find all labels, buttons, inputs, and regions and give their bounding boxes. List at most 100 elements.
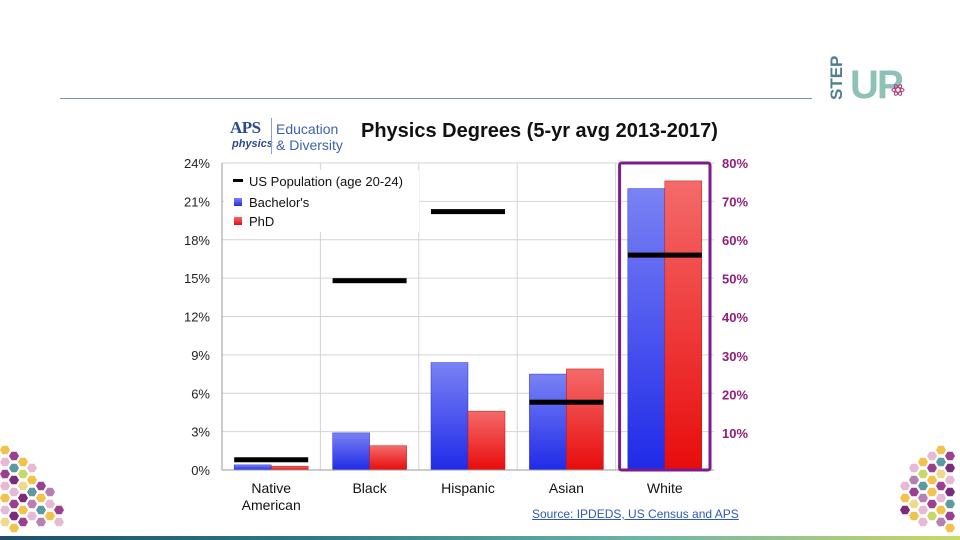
hexagon bbox=[918, 505, 928, 515]
bar-bachelors bbox=[332, 432, 370, 471]
hexagon bbox=[927, 475, 937, 485]
hexagon bbox=[18, 517, 28, 527]
bar-phd bbox=[566, 368, 604, 471]
bars bbox=[233, 180, 703, 471]
y2-tick-label: 70% bbox=[722, 194, 748, 209]
hexagon bbox=[36, 505, 46, 515]
y2-tick-label: 80% bbox=[722, 156, 748, 171]
hexagon bbox=[945, 487, 955, 497]
hexagon bbox=[945, 463, 955, 473]
population-marker bbox=[627, 252, 702, 258]
hexagon bbox=[918, 469, 928, 479]
hexagon bbox=[909, 463, 919, 473]
hexagon bbox=[9, 499, 19, 509]
hexagon bbox=[9, 475, 19, 485]
hexagon bbox=[27, 499, 37, 509]
hexagon bbox=[909, 487, 919, 497]
bar-bachelors bbox=[233, 464, 272, 471]
hexagon bbox=[918, 517, 928, 527]
hexagon bbox=[936, 505, 946, 515]
hexagon bbox=[900, 493, 910, 503]
hexagon bbox=[18, 469, 28, 479]
source-link[interactable]: Source: IPDEDS, US Census and APS bbox=[532, 507, 739, 521]
hexagon bbox=[945, 523, 955, 533]
hexagon bbox=[18, 457, 28, 467]
white-highlight-box bbox=[618, 161, 712, 472]
y2-tick-label: 20% bbox=[722, 387, 748, 402]
hexagon bbox=[45, 511, 55, 521]
hexagon bbox=[918, 493, 928, 503]
population-marker bbox=[529, 399, 604, 405]
hexagon bbox=[9, 487, 19, 497]
bar-bachelors bbox=[627, 188, 666, 471]
hexagon bbox=[918, 481, 928, 491]
y2-tick-label: 10% bbox=[722, 426, 748, 441]
y-tick-label: 0% bbox=[191, 463, 210, 478]
bar-phd bbox=[467, 410, 506, 471]
x-tick-label: Asian bbox=[549, 480, 584, 496]
hexagon bbox=[18, 493, 28, 503]
hexagon bbox=[54, 517, 64, 527]
hexagon bbox=[27, 463, 37, 473]
hexagon bbox=[918, 457, 928, 467]
hexagon bbox=[0, 505, 10, 515]
legend-label: Bachelor's bbox=[249, 195, 310, 210]
hexagon bbox=[927, 487, 937, 497]
hexagon bbox=[54, 505, 64, 515]
hexagon bbox=[27, 475, 37, 485]
bar-phd bbox=[270, 465, 309, 471]
hexagon bbox=[936, 445, 946, 455]
bar-bachelors bbox=[430, 362, 469, 471]
legend-population-marker bbox=[233, 179, 243, 182]
y-tick-label: 21% bbox=[184, 194, 210, 209]
header-divider bbox=[60, 98, 812, 99]
y-tick-label: 12% bbox=[184, 310, 210, 325]
y2-tick-label: 50% bbox=[722, 272, 748, 287]
hexagon bbox=[936, 481, 946, 491]
hexagon bbox=[900, 481, 910, 491]
atom-icon bbox=[891, 84, 905, 96]
x-tick-label: Hispanic bbox=[441, 480, 495, 496]
hexagon bbox=[0, 445, 10, 455]
aps-tag-line-2: & Diversity bbox=[276, 137, 343, 153]
hexagon bbox=[36, 493, 46, 503]
chart-title: Physics Degrees (5-yr avg 2013-2017) bbox=[361, 120, 718, 142]
population-marker bbox=[332, 278, 407, 284]
y-tick-label: 9% bbox=[191, 348, 210, 363]
footer-band bbox=[0, 536, 960, 540]
hexagon bbox=[18, 505, 28, 515]
hexagon bbox=[927, 499, 937, 509]
legend-background bbox=[224, 170, 419, 232]
hexagon bbox=[945, 451, 955, 461]
population-marker bbox=[234, 457, 309, 463]
hexagon bbox=[27, 511, 37, 521]
aps-divider bbox=[271, 118, 272, 154]
y-tick-label: 6% bbox=[191, 386, 210, 401]
y-tick-label: 3% bbox=[191, 425, 210, 440]
bar-phd bbox=[369, 445, 407, 471]
hexagon bbox=[945, 475, 955, 485]
bar-phd bbox=[664, 180, 703, 471]
hexagon bbox=[936, 469, 946, 479]
hexagon bbox=[927, 451, 937, 461]
hexagon bbox=[945, 511, 955, 521]
hexagon bbox=[9, 523, 19, 533]
population-markers bbox=[234, 209, 702, 463]
aps-tagline: Education & Diversity bbox=[276, 121, 343, 153]
x-tick-label: Native bbox=[251, 480, 291, 496]
legend-label: PhD bbox=[249, 214, 274, 229]
legend-phd-swatch bbox=[234, 217, 242, 225]
aps-wordmark: APS bbox=[230, 118, 261, 137]
logo-up-text: UP bbox=[850, 63, 903, 104]
hexagon bbox=[0, 469, 10, 479]
x-tick-label: Black bbox=[352, 480, 387, 496]
hexagon bbox=[9, 511, 19, 521]
y2-tick-label: 40% bbox=[722, 310, 748, 325]
hexagon bbox=[936, 457, 946, 467]
hex-decoration-right bbox=[900, 445, 955, 533]
hex-decoration-left bbox=[0, 445, 64, 533]
hexagon bbox=[909, 475, 919, 485]
y2-tick-label: 60% bbox=[722, 233, 748, 248]
